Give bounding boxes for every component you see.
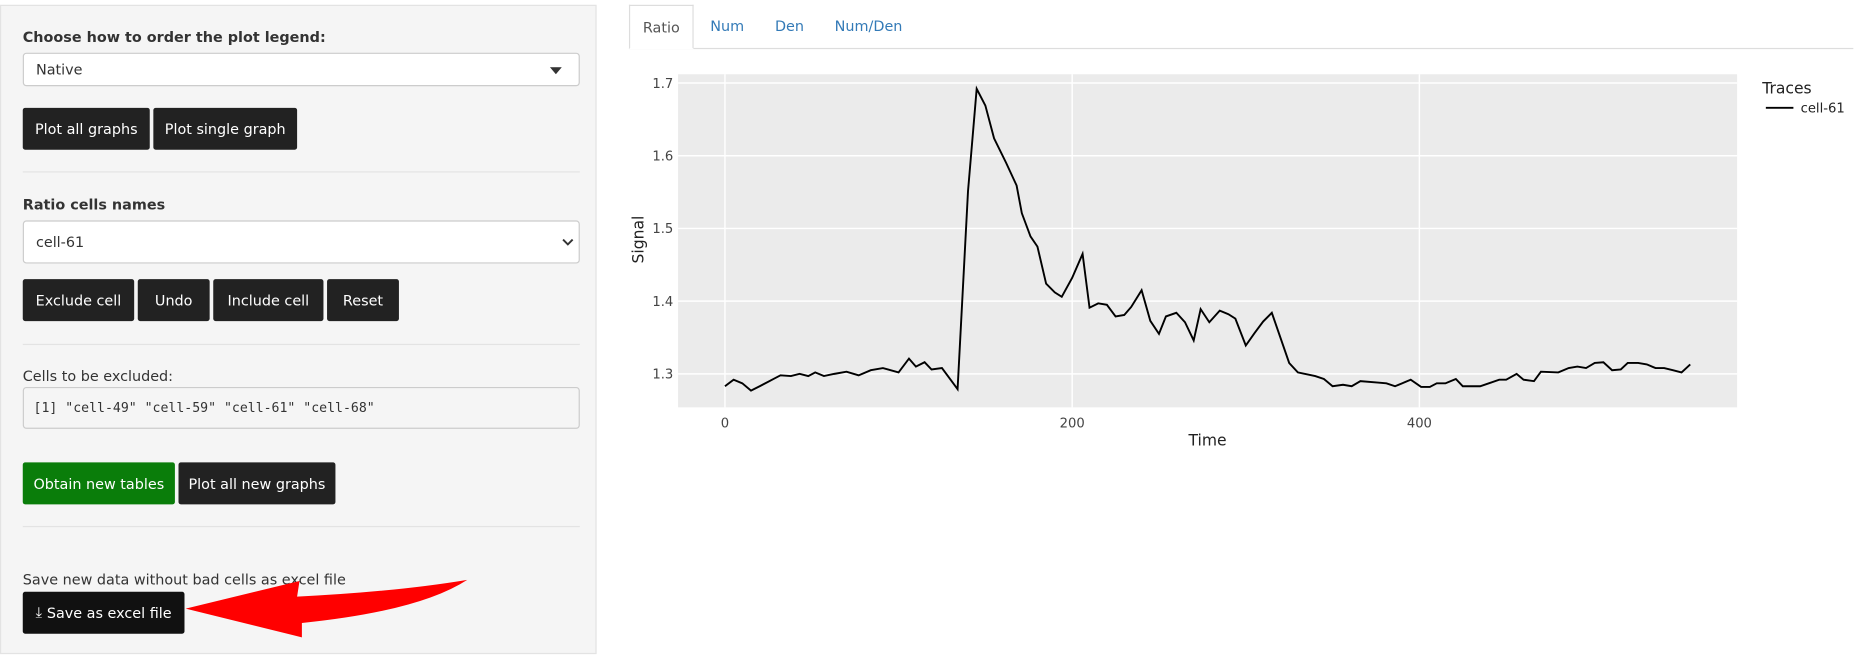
icon: ⤓ <box>35 603 43 621</box>
divider <box>22 525 580 528</box>
button-label: Save as excel file <box>46 604 172 622</box>
caret <box>562 238 574 246</box>
label: Choose how to order the plot legend: <box>22 28 326 46</box>
button[interactable]: Exclude cell <box>22 279 135 322</box>
x-tick-label: 400 <box>1407 417 1432 432</box>
select-value: Native <box>35 61 83 78</box>
tab[interactable]: Num <box>710 17 745 35</box>
plot-background <box>678 74 1738 408</box>
y-axis-title: Signal <box>629 216 647 264</box>
x-axis-title: Time <box>1188 432 1227 450</box>
legend-title: Traces <box>1761 79 1811 97</box>
tab[interactable]: Num/Den <box>834 17 903 35</box>
download-button[interactable]: ⤓ Save as excel file <box>22 591 185 634</box>
label: Ratio cells names <box>22 196 166 214</box>
x-tick-label: 200 <box>1060 417 1085 432</box>
button[interactable]: Plot all new graphs <box>178 462 336 505</box>
line <box>724 85 1691 392</box>
annotation-arrow <box>185 579 468 638</box>
y-tick-label: 1.6 <box>652 150 673 165</box>
label: Cells to be excluded: <box>22 367 174 385</box>
y-tick-label: 1.3 <box>652 368 673 383</box>
select[interactable]: Native <box>22 52 580 87</box>
button[interactable]: Plot single graph <box>153 107 298 150</box>
select-value: cell-61 <box>35 233 85 251</box>
sidebar: Choose how to order the plot legend: Nat… <box>0 4 597 655</box>
tab-bar: Ratio Num Den Num/Den <box>628 4 1854 50</box>
tab[interactable]: Ratio <box>628 4 694 50</box>
button[interactable]: Include cell <box>213 279 324 322</box>
tab[interactable]: Den <box>774 17 804 35</box>
button[interactable]: Reset <box>327 279 399 322</box>
label: Save new data without bad cells as excel… <box>22 571 346 589</box>
divider <box>22 343 580 346</box>
legend-label: cell-61 <box>1801 102 1845 117</box>
caret <box>549 67 562 75</box>
button[interactable]: Obtain new tables <box>22 462 175 505</box>
button[interactable]: Plot all graphs <box>22 107 150 150</box>
divider <box>22 171 580 173</box>
x-tick-label: 0 <box>721 417 729 432</box>
text-output: [1] "cell-49" "cell-59" "cell-61" "cell-… <box>22 386 580 429</box>
y-tick-label: 1.5 <box>652 222 673 237</box>
y-tick-label: 1.4 <box>652 295 673 310</box>
y-tick-label: 1.7 <box>652 77 673 92</box>
select[interactable]: cell-61 <box>22 220 580 264</box>
chart: Time Signal Traces 1.3 1.4 1.5 1.6 1.7 0 200 40… <box>629 74 1845 450</box>
button[interactable]: Undo <box>137 279 210 322</box>
